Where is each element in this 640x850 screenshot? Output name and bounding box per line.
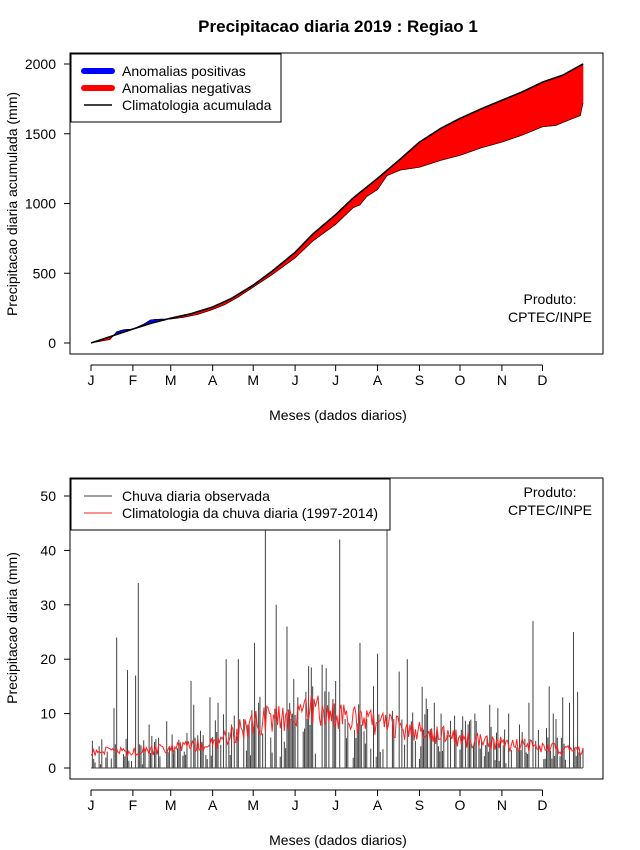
chart-title: Precipitacao diaria 2019 : Regiao 1 (198, 17, 478, 36)
bottom-product-source: CPTEC/INPE (508, 502, 592, 518)
top-xtick-label: J (292, 372, 299, 388)
legend-label-climatology: Climatologia acumulada (122, 97, 272, 113)
top-legend: Anomalias positivas Anomalias negativas … (70, 53, 282, 123)
top-xtick-label: M (165, 372, 177, 388)
bottom-xtick-label: D (537, 797, 547, 813)
legend-label-negative: Anomalias negativas (122, 80, 251, 96)
top-xtick-label: J (88, 372, 95, 388)
bottom-x-axis-label: Meses (dados diarios) (269, 832, 407, 848)
legend-label-positive: Anomalias positivas (122, 63, 246, 79)
bottom-xtick-label: J (332, 797, 339, 813)
top-xtick-label: N (497, 372, 507, 388)
bottom-y-axis: 0 10 20 30 40 50 (40, 488, 71, 776)
observed-cumulative-line (90, 102, 584, 344)
top-y-axis-label: Precipitacao diaria acumulada (mm) (4, 92, 20, 316)
top-xtick-label: S (415, 372, 424, 388)
bottom-xtick-label: F (129, 797, 138, 813)
top-xtick-label: J (332, 372, 339, 388)
bottom-ytick-label: 10 (40, 706, 56, 722)
bottom-xtick-label: A (208, 797, 218, 813)
top-xtick-label: F (129, 372, 138, 388)
top-xtick-label: D (537, 372, 547, 388)
legend-label-daily-climatology: Climatologia da chuva diaria (1997-2014) (122, 505, 378, 521)
bottom-ytick-label: 50 (40, 488, 56, 504)
daily-plot-area (90, 528, 584, 769)
daily-climatology-line (90, 695, 584, 759)
bottom-xtick-label: O (455, 797, 466, 813)
bottom-ytick-label: 20 (40, 651, 56, 667)
bottom-product-label: Produto: (524, 484, 577, 500)
bottom-xtick-label: A (373, 797, 383, 813)
bottom-xtick-label: J (292, 797, 299, 813)
top-ytick-label: 1500 (25, 126, 56, 142)
bottom-ytick-label: 40 (40, 542, 56, 558)
top-y-axis: 0 500 1000 1500 2000 (25, 56, 71, 351)
bottom-y-axis-label: Precipitacao diaria (mm) (4, 552, 20, 704)
top-xtick-label: A (373, 372, 383, 388)
bottom-ytick-label: 30 (40, 597, 56, 613)
top-xtick-label: A (208, 372, 218, 388)
negative-anomaly-area (581, 63, 584, 110)
top-ytick-label: 1000 (25, 196, 56, 212)
bottom-legend: Chuva diaria observada Climatologia da c… (70, 478, 391, 531)
cumulative-plot-area (90, 63, 584, 344)
bottom-xtick-label: M (247, 797, 259, 813)
top-product-source: CPTEC/INPE (508, 309, 592, 325)
top-ytick-label: 0 (48, 335, 56, 351)
bottom-xtick-label: S (415, 797, 424, 813)
top-xtick-label: M (247, 372, 259, 388)
top-x-axis-label: Meses (dados diarios) (269, 407, 407, 423)
climatology-cumulative-line (90, 63, 584, 344)
top-ytick-label: 500 (33, 265, 57, 281)
bottom-xtick-label: N (497, 797, 507, 813)
top-product-label: Produto: (524, 291, 577, 307)
bottom-xtick-label: J (88, 797, 95, 813)
top-xtick-label: O (455, 372, 466, 388)
bottom-ytick-label: 0 (48, 760, 56, 776)
top-ytick-label: 2000 (25, 56, 56, 72)
bottom-xtick-label: M (165, 797, 177, 813)
legend-label-observed: Chuva diaria observada (122, 488, 270, 504)
